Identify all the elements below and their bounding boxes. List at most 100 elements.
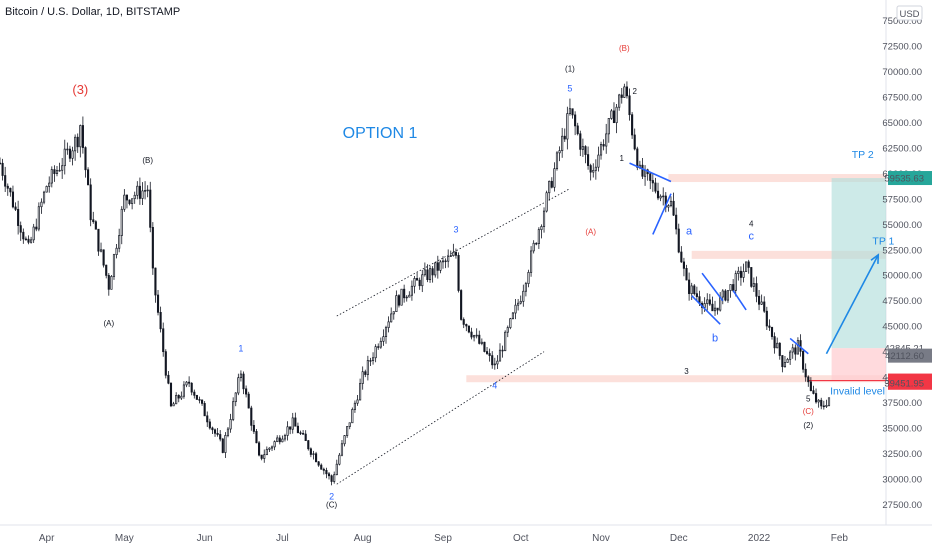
candle-body [151, 226, 154, 269]
candle-body [641, 164, 644, 177]
candle-body [519, 300, 522, 304]
candle-body [397, 295, 401, 306]
price-tick-label: 52500.00 [882, 245, 922, 256]
wave-label: a [686, 225, 693, 237]
candle-body [509, 318, 512, 328]
candle-body [364, 371, 367, 375]
candle-body [123, 194, 126, 210]
price-axis[interactable]: 27500.00 30000.00 32500.00 35000.00 37500.00… [882, 16, 922, 511]
candle-body [1, 162, 4, 176]
candle-body [195, 394, 198, 400]
candle-body [221, 438, 224, 453]
candle-body [198, 399, 201, 401]
candle-body [460, 290, 463, 320]
price-tag-label: 39451.95 [884, 378, 924, 389]
candle-body [431, 268, 434, 276]
candle-body [286, 426, 289, 436]
candle-body [206, 415, 209, 423]
time-axis[interactable]: Apr May Jun Jul Aug Sep Oct Nov Dec 2022 Feb [39, 533, 849, 544]
candle-body [395, 295, 398, 313]
candle-body [817, 399, 820, 403]
flag-lower-line [691, 295, 721, 325]
candle-body [175, 395, 178, 405]
candle-body [807, 376, 810, 383]
candle-body [703, 303, 706, 308]
candle-body [496, 360, 499, 365]
price-tag-bg [888, 348, 932, 363]
candle-body [561, 135, 564, 151]
invalid-level-label: Invalid level [830, 386, 885, 398]
wave-label: b [712, 333, 718, 345]
candle-body [504, 331, 507, 352]
candle-body [625, 86, 628, 97]
candle-body [302, 433, 305, 435]
channel-upper-line [336, 188, 571, 317]
candle-body [480, 341, 483, 344]
candle-body [201, 399, 204, 404]
candle-body [42, 191, 46, 203]
candle-body [532, 242, 535, 252]
candle-body [485, 351, 489, 354]
candle-body [40, 201, 43, 208]
candle-body [550, 180, 553, 188]
candle-body [118, 235, 121, 249]
candle-body [11, 191, 15, 208]
candle-body [426, 269, 429, 280]
candle-body [473, 335, 476, 338]
candle-body [314, 453, 318, 463]
candle-body [136, 185, 139, 196]
candle-body [115, 247, 118, 256]
candle-body [353, 402, 356, 410]
price-tick-label: 65000.00 [882, 118, 922, 129]
candle-body [770, 327, 774, 337]
candle-body [250, 407, 253, 426]
candle-body [610, 110, 613, 119]
candle-body [17, 209, 20, 226]
candle-body [307, 440, 310, 450]
candle-body [470, 331, 473, 338]
candle-body [662, 195, 665, 198]
candle-body [530, 250, 533, 273]
wave-label: (A) [103, 319, 114, 328]
wave-label: (C) [326, 501, 337, 510]
candle-body [312, 453, 315, 455]
candle-body [278, 437, 281, 443]
candle-body [776, 342, 779, 349]
time-tick-label: Sep [434, 533, 452, 544]
candle-body [579, 133, 582, 150]
candle-body [814, 393, 818, 403]
candle-body [234, 392, 237, 403]
candle-body [444, 260, 447, 263]
candle-body [190, 382, 193, 393]
candle-body [620, 94, 623, 98]
candle-body [50, 169, 53, 184]
price-tag-label: 42112.60 [885, 351, 924, 362]
candle-body [265, 449, 268, 456]
candle-body [488, 353, 491, 356]
candle-body [680, 251, 683, 263]
candle-body [615, 106, 618, 124]
candle-body [822, 405, 825, 408]
candle-body [131, 198, 134, 204]
candle-body [592, 169, 595, 173]
price-tick-label: 72500.00 [882, 41, 922, 52]
candle-body [475, 334, 478, 337]
candle-body [22, 231, 25, 240]
support-level-band [466, 375, 886, 383]
candle-body [276, 437, 279, 442]
candle-body [19, 225, 22, 233]
candle-body [659, 195, 662, 199]
candle-body [159, 312, 162, 330]
candle-body [783, 362, 787, 368]
candle-body [242, 373, 245, 390]
currency-button[interactable]: USD [896, 5, 923, 21]
candle-body [786, 358, 789, 363]
candle-body [467, 325, 470, 333]
candle-body [524, 283, 527, 292]
take-profit-zone [831, 178, 886, 349]
candle-body [418, 279, 421, 287]
candle-body [9, 187, 12, 193]
candle-body [568, 108, 572, 114]
wave-label: (A) [585, 227, 596, 236]
